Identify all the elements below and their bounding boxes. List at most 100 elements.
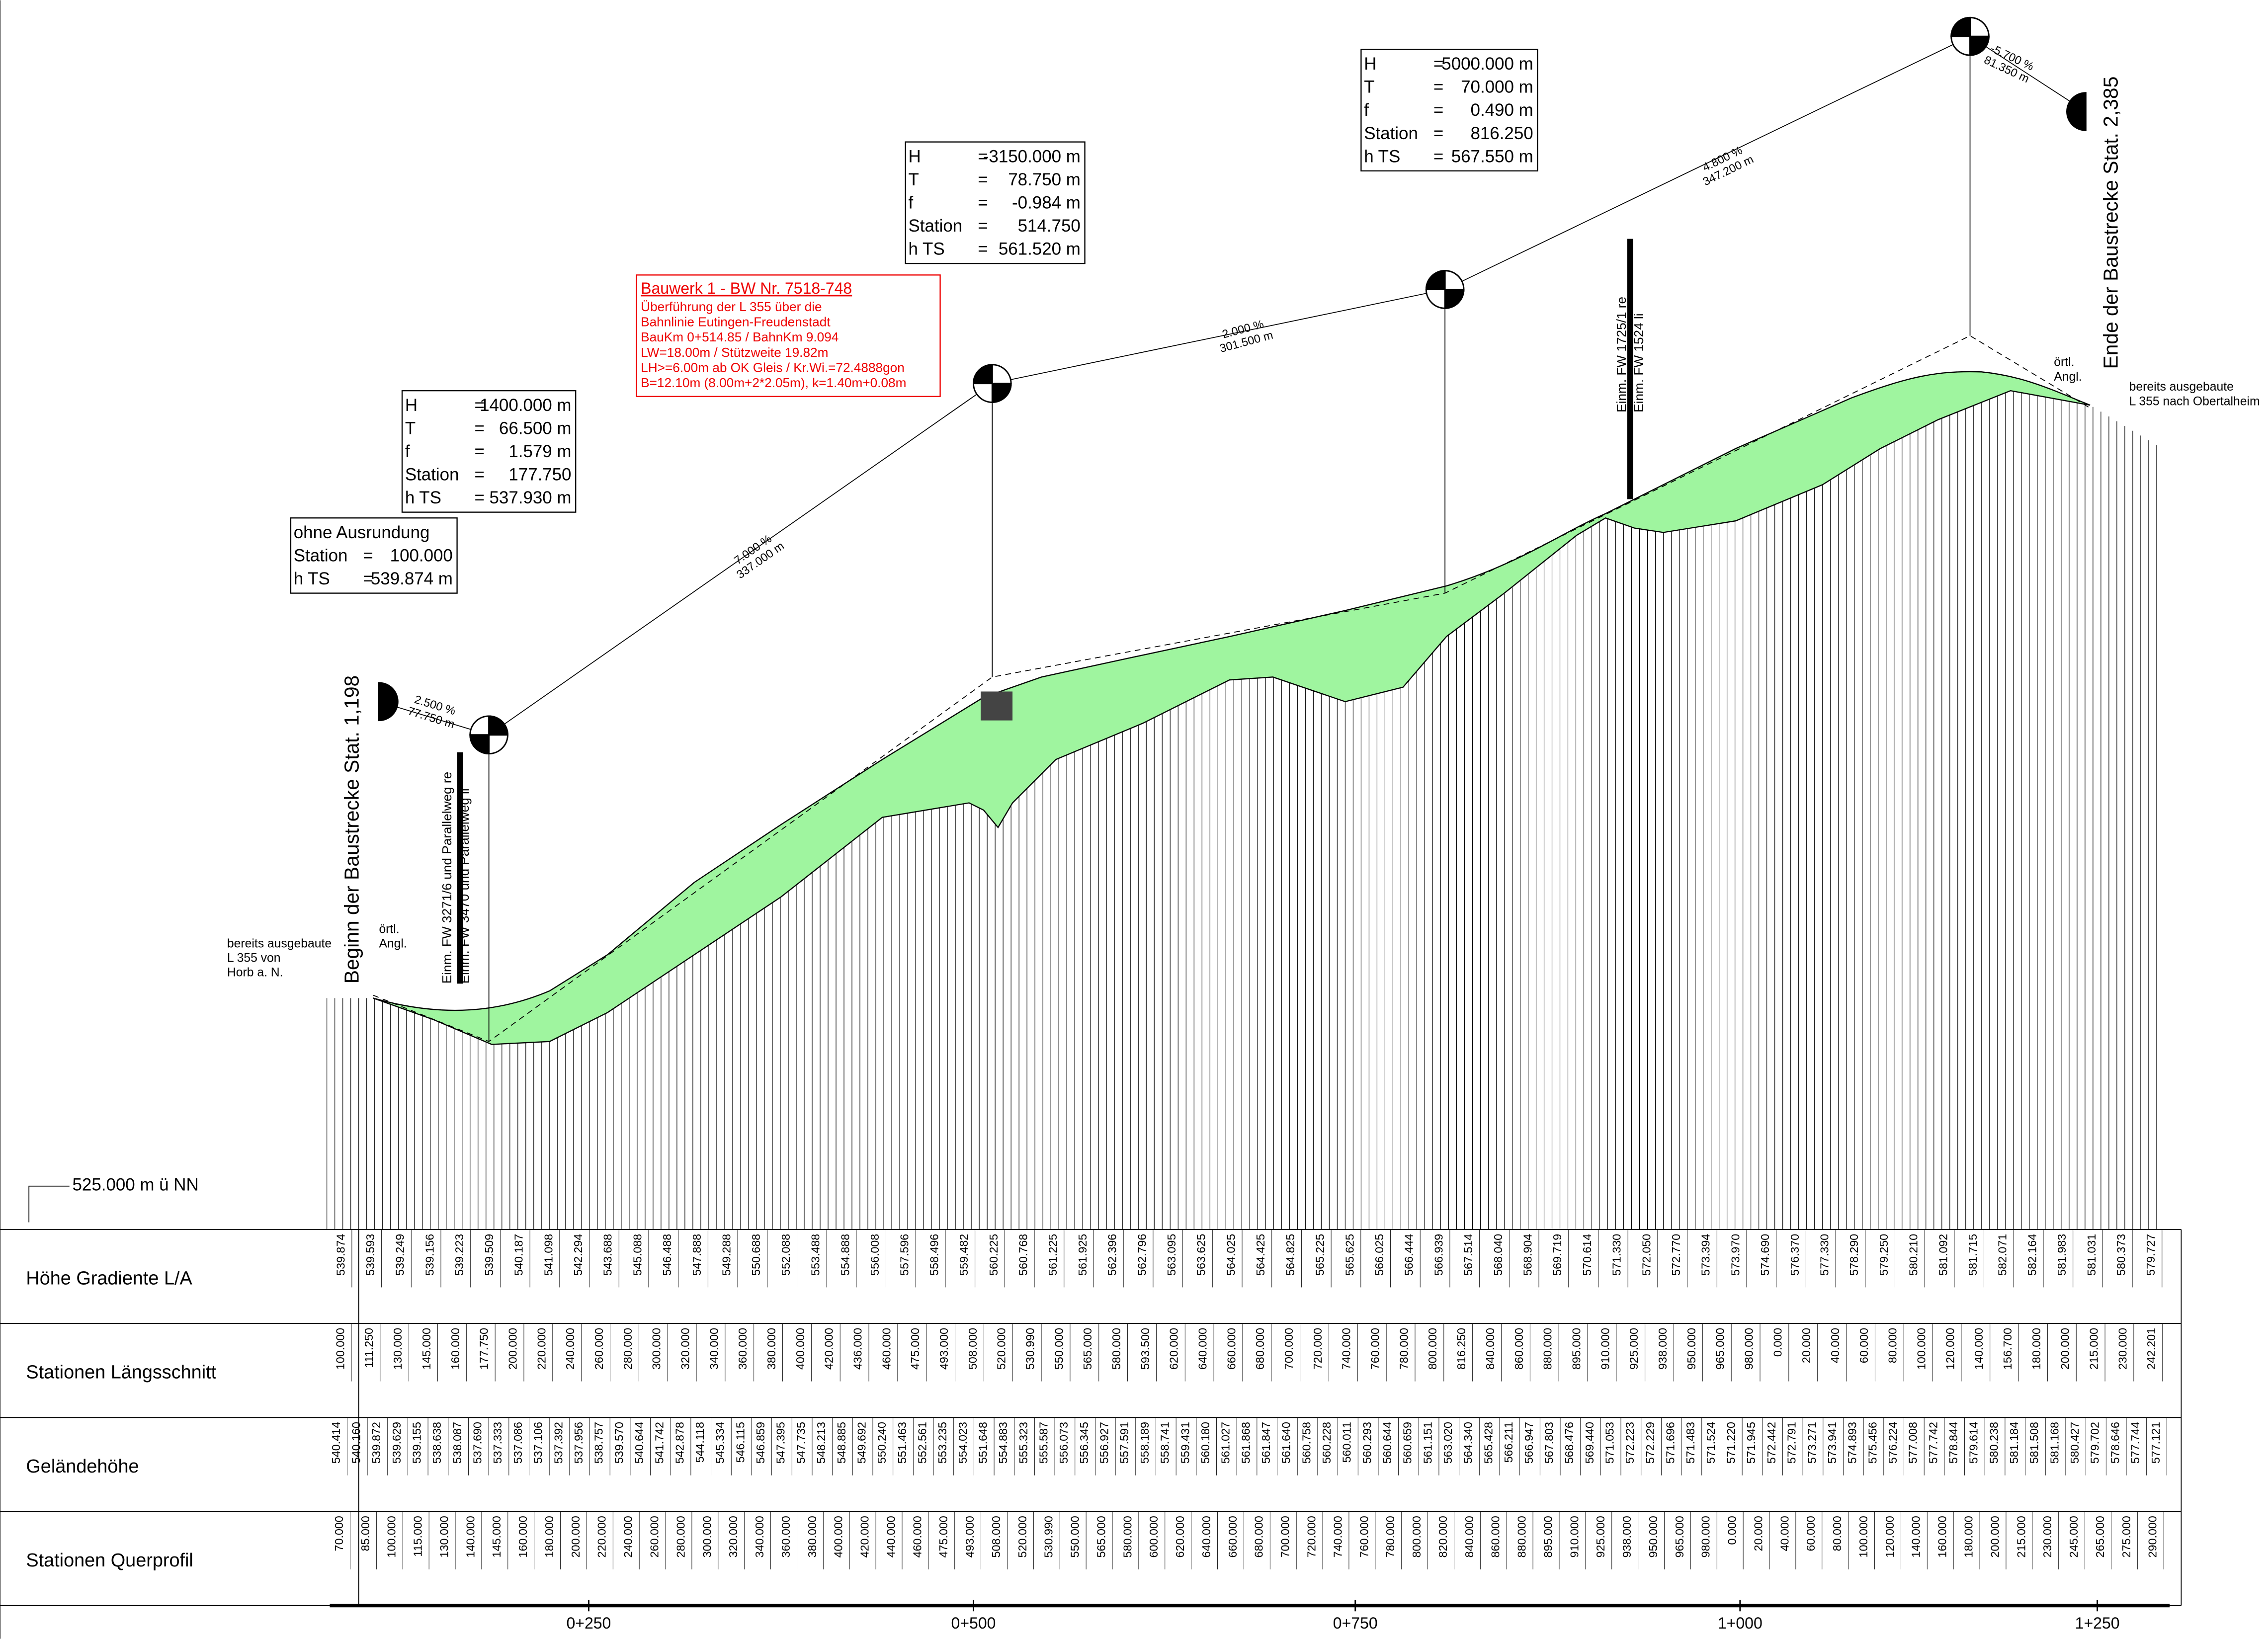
table-value: 140.000: [464, 1516, 477, 1557]
table-value: 577.330: [1818, 1234, 1831, 1276]
table-value: 245.000: [2067, 1516, 2080, 1557]
table-value: 800.000: [1410, 1516, 1423, 1557]
table-value: 760.000: [1357, 1516, 1370, 1557]
bridge-deck: [981, 691, 1013, 721]
table-value: 242.201: [2145, 1328, 2158, 1370]
table-value: 508.000: [966, 1328, 979, 1370]
table-value: 100.000: [334, 1328, 346, 1370]
table-value: 550.688: [750, 1234, 762, 1276]
info-box: [401, 390, 577, 513]
table-value: 895.000: [1541, 1516, 1554, 1557]
box-label: f: [1364, 100, 1369, 120]
table-value: 554.883: [997, 1422, 1009, 1464]
table-value: 720.000: [1311, 1328, 1324, 1370]
table-value: 554.888: [839, 1234, 851, 1276]
table-value: 530.990: [1024, 1328, 1037, 1370]
table-value: 530.990: [1042, 1516, 1055, 1557]
table-value: 581.031: [2085, 1234, 2098, 1276]
table-value: 576.224: [1886, 1422, 1899, 1464]
table-value: 340.000: [753, 1516, 766, 1557]
table-value: 760.000: [1369, 1328, 1382, 1370]
table-value: 220.000: [595, 1516, 608, 1557]
table-value: 537.690: [471, 1422, 484, 1464]
table-value: 551.463: [896, 1422, 909, 1464]
table-value: 680.000: [1254, 1328, 1266, 1370]
table-value: 537.106: [532, 1422, 545, 1464]
table-value: 564.025: [1224, 1234, 1237, 1276]
table-value: 240.000: [622, 1516, 635, 1557]
table-value: 520.000: [1016, 1516, 1029, 1557]
table-value: 436.000: [851, 1328, 864, 1370]
table-value: 577.742: [1927, 1422, 1939, 1464]
box-label: h TS: [1364, 147, 1400, 166]
table-value: 860.000: [1489, 1516, 1502, 1557]
table-value: 560.758: [1300, 1422, 1313, 1464]
grade-symbols: [378, 16, 2087, 755]
info-box: [290, 517, 458, 594]
table-value: 545.334: [714, 1422, 727, 1464]
table-value: 120.000: [1943, 1328, 1956, 1370]
table-value: 580.000: [1121, 1516, 1134, 1557]
table-value: 260.000: [648, 1516, 661, 1557]
table-value: 20.000: [1752, 1516, 1764, 1551]
table-value: 561.925: [1076, 1234, 1089, 1276]
table-value: 130.000: [391, 1328, 404, 1370]
box-sign: =: [475, 488, 485, 507]
table-value: 547.395: [774, 1422, 787, 1464]
table-value: 559.482: [957, 1234, 970, 1276]
table-value: 539.570: [612, 1422, 625, 1464]
box-sign: =: [363, 569, 373, 588]
table-value: 880.000: [1515, 1516, 1528, 1557]
table-value: 573.970: [1729, 1234, 1742, 1276]
table-value: 577.744: [2129, 1422, 2142, 1464]
box-label: H: [1364, 54, 1376, 74]
table-value: 571.483: [1684, 1422, 1697, 1464]
table-value: 300.000: [650, 1328, 663, 1370]
axis-label: 0+250: [566, 1614, 611, 1632]
table-value: 240.000: [564, 1328, 577, 1370]
table-value: 549.288: [720, 1234, 733, 1276]
table-value: 560.228: [1320, 1422, 1333, 1464]
table-value: 571.053: [1603, 1422, 1616, 1464]
table-value: 965.000: [1673, 1516, 1686, 1557]
table-value: 565.225: [1314, 1234, 1327, 1276]
table-value: 460.000: [880, 1328, 893, 1370]
structure-line: LW=18.00m / Stützweite 19.82m: [641, 345, 828, 360]
table-value: 578.844: [1947, 1422, 1960, 1464]
table-value: 660.000: [1225, 1328, 1238, 1370]
table-value: 566.025: [1373, 1234, 1386, 1276]
table-value: 562.396: [1106, 1234, 1119, 1276]
table-value: 910.000: [1568, 1516, 1581, 1557]
table-value: 640.000: [1200, 1516, 1213, 1557]
table-value: 840.000: [1484, 1328, 1497, 1370]
table-value: 568.476: [1563, 1422, 1576, 1464]
table-value: 925.000: [1594, 1516, 1607, 1557]
table-value: 567.514: [1462, 1234, 1475, 1276]
table-value: 100.000: [1857, 1516, 1870, 1557]
box-label: Station: [405, 465, 459, 485]
box-sign: =: [475, 465, 485, 485]
box-label: h TS: [909, 240, 945, 259]
table-value: 215.000: [2015, 1516, 2027, 1557]
box-value: 0.490 m: [1471, 100, 1533, 120]
box-sign: =: [978, 193, 988, 212]
table-value: 565.625: [1343, 1234, 1356, 1276]
box-sign: =: [978, 147, 988, 166]
grade-line: [379, 36, 2086, 736]
vertical-label: Einm. FW 1725/1 re: [1614, 297, 1629, 412]
table-value: 440.000: [884, 1516, 897, 1557]
table-value: 560.180: [1199, 1422, 1212, 1464]
table-value: 980.000: [1742, 1328, 1755, 1370]
table-value: 620.000: [1168, 1328, 1180, 1370]
structure-line: BauKm 0+514.85 / BahnKm 9.094: [641, 329, 839, 344]
table-value: 571.696: [1664, 1422, 1677, 1464]
table-value: 545.088: [631, 1234, 644, 1276]
cut-fill-area: [373, 371, 2091, 1045]
table-value: 575.456: [1866, 1422, 1879, 1464]
structure-line: LH>=6.00m ab OK Gleis / Kr.Wi.=72.4888go…: [641, 360, 905, 375]
table-value: 560.011: [1341, 1422, 1353, 1463]
table-value: 548.213: [815, 1422, 828, 1464]
table-value: 549.692: [855, 1422, 868, 1464]
table-value: 555.323: [1017, 1422, 1030, 1464]
note: Angl.: [2054, 370, 2082, 384]
